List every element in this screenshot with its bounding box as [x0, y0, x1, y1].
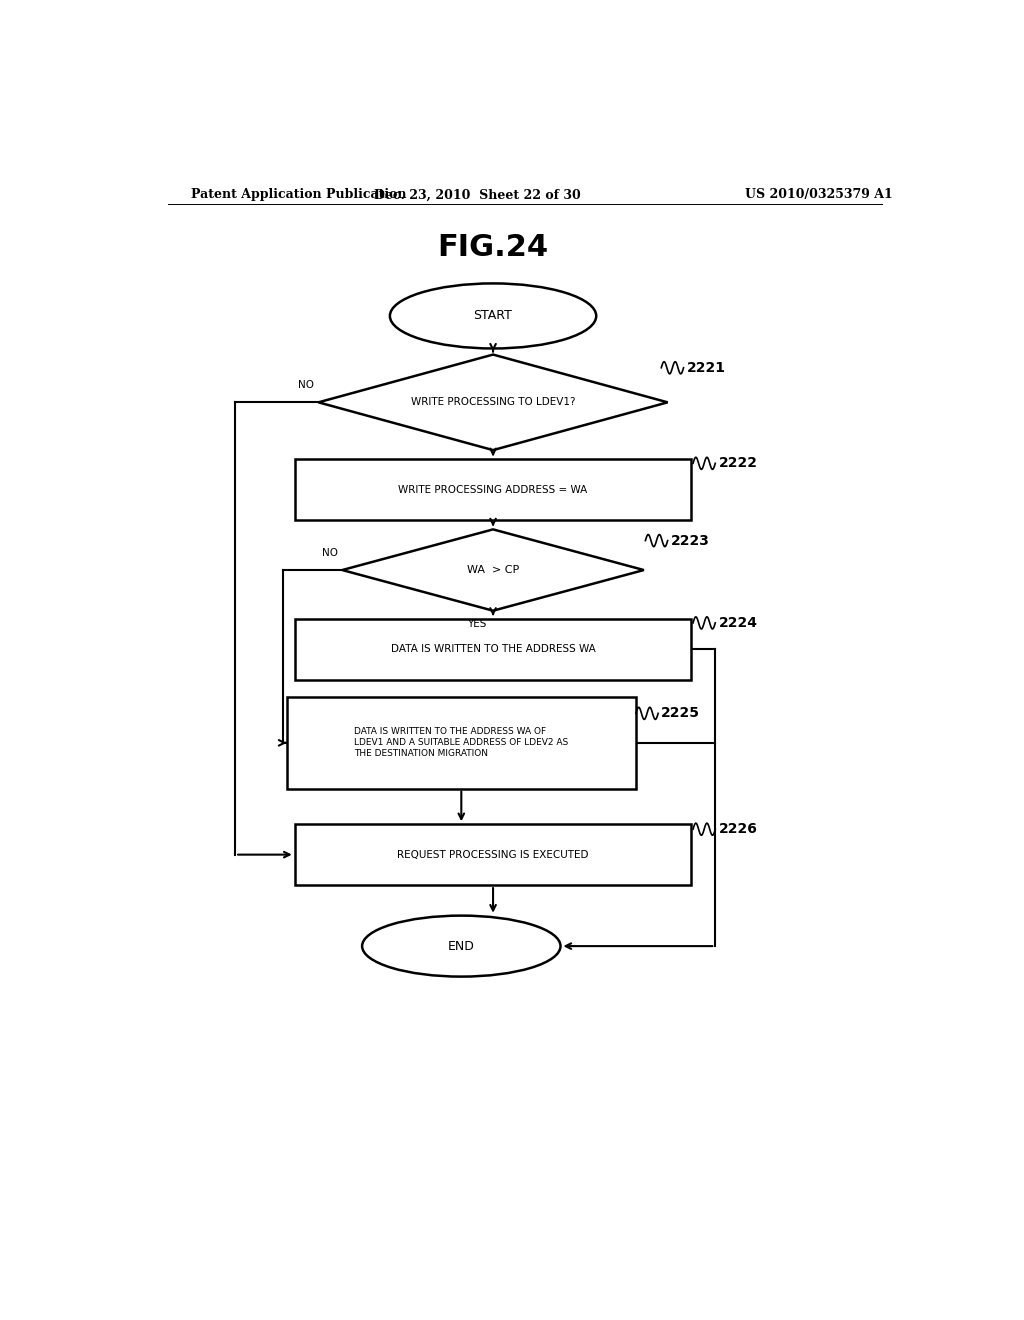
Text: 2221: 2221 — [687, 360, 726, 375]
Text: END: END — [447, 940, 475, 953]
Text: WA  > CP: WA > CP — [467, 565, 519, 576]
Text: NO: NO — [323, 548, 338, 558]
Ellipse shape — [362, 916, 560, 977]
FancyBboxPatch shape — [295, 824, 691, 886]
Text: Patent Application Publication: Patent Application Publication — [191, 189, 407, 202]
Polygon shape — [342, 529, 644, 611]
Polygon shape — [318, 355, 668, 450]
Text: YES: YES — [468, 619, 486, 628]
Text: WRITE PROCESSING ADDRESS = WA: WRITE PROCESSING ADDRESS = WA — [398, 484, 588, 495]
Text: DATA IS WRITTEN TO THE ADDRESS WA: DATA IS WRITTEN TO THE ADDRESS WA — [391, 644, 595, 655]
Text: START: START — [474, 309, 512, 322]
FancyBboxPatch shape — [295, 459, 691, 520]
Text: US 2010/0325379 A1: US 2010/0325379 A1 — [744, 189, 892, 202]
Text: FIG.24: FIG.24 — [437, 234, 549, 263]
Text: 2223: 2223 — [671, 533, 710, 548]
Ellipse shape — [390, 284, 596, 348]
Text: NO: NO — [299, 380, 314, 391]
Text: 2225: 2225 — [662, 706, 700, 721]
Text: Dec. 23, 2010  Sheet 22 of 30: Dec. 23, 2010 Sheet 22 of 30 — [374, 189, 581, 202]
FancyBboxPatch shape — [295, 619, 691, 680]
Text: REQUEST PROCESSING IS EXECUTED: REQUEST PROCESSING IS EXECUTED — [397, 850, 589, 859]
Text: 2226: 2226 — [719, 822, 758, 837]
Text: 2224: 2224 — [719, 616, 758, 630]
Text: 2222: 2222 — [719, 457, 758, 470]
Text: WRITE PROCESSING TO LDEV1?: WRITE PROCESSING TO LDEV1? — [411, 397, 575, 408]
FancyBboxPatch shape — [287, 697, 636, 788]
Text: DATA IS WRITTEN TO THE ADDRESS WA OF
LDEV1 AND A SUITABLE ADDRESS OF LDEV2 AS
TH: DATA IS WRITTEN TO THE ADDRESS WA OF LDE… — [354, 727, 568, 759]
